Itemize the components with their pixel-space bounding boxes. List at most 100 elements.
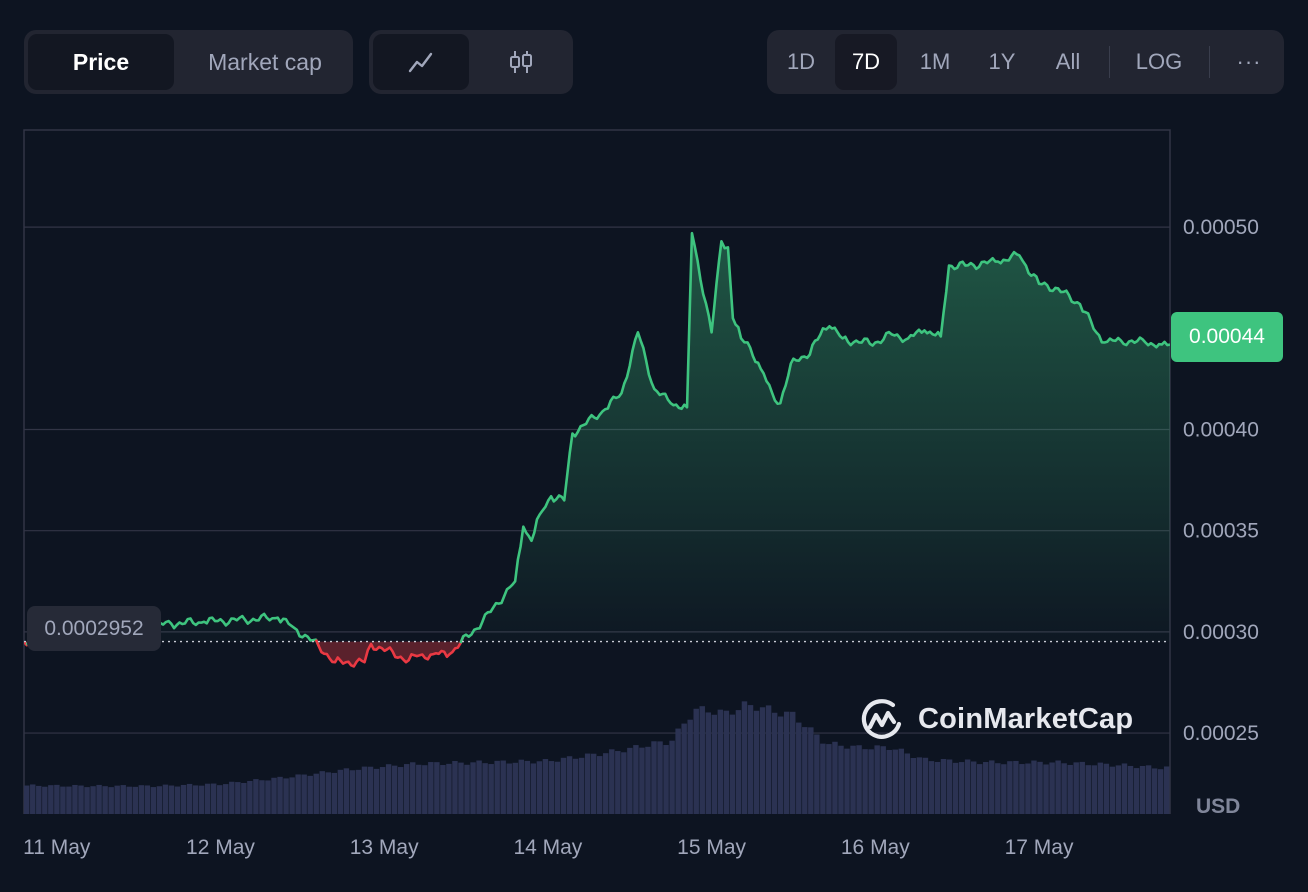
volume-bar	[802, 727, 808, 814]
volume-bar	[904, 753, 911, 814]
market-cap-tab[interactable]: Market cap	[208, 48, 322, 75]
volume-bar	[446, 763, 452, 814]
volume-bar	[416, 764, 422, 814]
volume-bar	[566, 756, 573, 814]
volume-bar	[687, 719, 693, 814]
volume-bar	[983, 762, 989, 814]
volume-bar	[192, 785, 199, 814]
range-all-button[interactable]: All	[1055, 49, 1081, 74]
volume-bar	[934, 761, 941, 814]
volume-bar	[307, 775, 313, 814]
volume-bar	[66, 786, 72, 814]
x-tick-label: 17 May	[1005, 836, 1074, 859]
volume-bar	[210, 783, 217, 814]
x-tick-label: 15 May	[677, 836, 746, 859]
price-line-up	[459, 231, 1170, 644]
volume-bar	[355, 769, 362, 814]
volume-bar	[108, 787, 114, 814]
volume-bar	[584, 753, 591, 814]
price-tab[interactable]: Price	[28, 34, 174, 90]
volume-bar	[1133, 768, 1140, 814]
volume-bar	[922, 757, 929, 814]
volume-bar	[976, 764, 983, 814]
line-chart-button[interactable]	[373, 34, 469, 90]
volume-bar	[36, 785, 42, 814]
volume-bar	[1091, 765, 1098, 814]
volume-bar	[693, 708, 699, 814]
range-1m-button[interactable]: 1M	[919, 49, 951, 74]
volume-bar	[675, 728, 681, 814]
volume-bar	[1001, 764, 1007, 814]
range-1y-button[interactable]: 1Y	[988, 49, 1016, 74]
more-options-button[interactable]: ···	[1236, 49, 1262, 74]
volume-bar	[319, 771, 325, 814]
y-tick-label: 0.00035	[1183, 520, 1259, 543]
volume-bar	[862, 749, 868, 814]
volume-bar	[542, 759, 549, 814]
volume-bar	[488, 764, 494, 814]
volume-bar	[361, 766, 368, 814]
volume-bar	[434, 762, 440, 814]
volume-bar	[349, 770, 356, 814]
volume-bar	[747, 705, 754, 814]
volume-bar	[663, 745, 669, 814]
volume-bar	[84, 787, 90, 814]
volume-bar	[1085, 765, 1091, 814]
volume-bar	[458, 762, 464, 814]
volume-bar	[796, 722, 802, 814]
volume-bar	[765, 705, 772, 814]
volume-bar	[958, 762, 965, 814]
volume-bar	[241, 782, 247, 814]
range-7d-button[interactable]: 7D	[835, 34, 897, 90]
volume-bar	[126, 786, 132, 814]
current-price-badge: 0.00044	[1171, 312, 1283, 362]
volume-bar	[615, 751, 621, 814]
y-tick-label: 0.00030	[1183, 621, 1259, 644]
volume-bar	[54, 784, 60, 814]
volume-bar	[916, 757, 923, 814]
range-1d-button[interactable]: 1D	[786, 49, 816, 74]
volume-bar	[1019, 764, 1025, 814]
log-scale-button[interactable]: LOG	[1135, 49, 1183, 74]
volume-bar	[657, 741, 663, 814]
volume-bar	[952, 762, 959, 814]
candlestick-button[interactable]	[473, 34, 569, 90]
volume-bar	[331, 772, 338, 814]
volume-bar	[790, 711, 796, 814]
volume-bar	[892, 749, 898, 814]
volume-bar	[301, 774, 307, 814]
volume-bar	[1115, 765, 1122, 814]
currency-unit-label: USD	[1196, 795, 1241, 818]
volume-bar	[886, 749, 892, 814]
price-marketcap-toggle: Price Market cap	[24, 30, 353, 94]
volume-bar	[729, 714, 736, 814]
volume-bar	[385, 764, 392, 814]
volume-bar	[1067, 764, 1073, 814]
volume-bar	[753, 710, 760, 814]
x-tick-label: 13 May	[350, 836, 419, 859]
volume-bar	[162, 784, 169, 814]
volume-bar	[669, 740, 675, 814]
volume-bar	[898, 748, 905, 814]
volume-bar	[524, 760, 531, 814]
volume-bar	[114, 785, 120, 814]
volume-bar	[271, 777, 277, 814]
volume-bar	[808, 727, 814, 814]
volume-bar	[868, 749, 874, 814]
volume-bar	[78, 785, 84, 814]
volume-bar	[856, 745, 862, 814]
volume-bar	[518, 759, 525, 814]
volume-bar	[397, 767, 404, 814]
price-area-down	[24, 641, 1170, 667]
y-tick-label: 0.00050	[1183, 216, 1259, 239]
volume-bar	[627, 747, 633, 814]
volume-bar	[572, 758, 579, 814]
volume-bar	[1037, 761, 1043, 814]
volume-bar	[277, 776, 283, 814]
volume-bar	[850, 745, 856, 814]
volume-bar	[295, 774, 301, 814]
volume-bar	[440, 765, 446, 814]
volume-bar	[464, 764, 470, 814]
volume-bar	[1049, 762, 1055, 814]
